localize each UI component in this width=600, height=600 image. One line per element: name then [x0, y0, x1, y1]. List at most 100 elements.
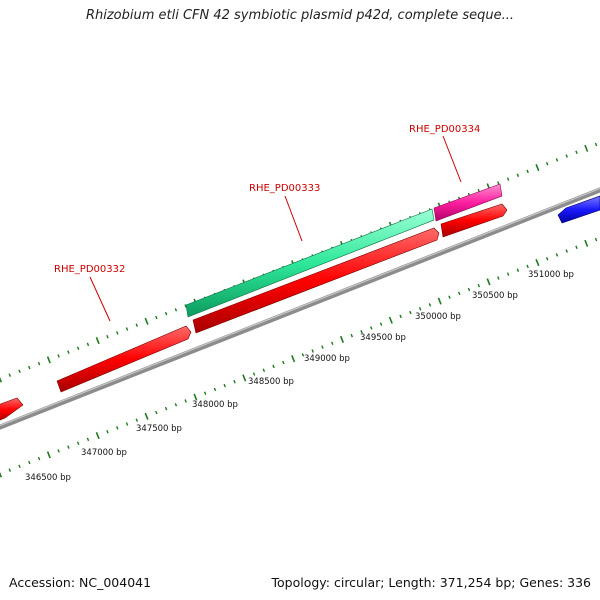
- scale-label-351000: 351000 bp: [528, 270, 574, 280]
- gene-blue-right[interactable]: [557, 195, 600, 224]
- inner-minor-tick: [545, 256, 549, 261]
- gene-label-leaders: [89, 135, 462, 322]
- scale-label-346500: 346500 bp: [25, 473, 71, 483]
- inner-minor-tick: [282, 360, 285, 365]
- gene-red-partial[interactable]: [0, 397, 24, 422]
- leader-rhe-pd00332: [89, 276, 111, 322]
- outer-major-tick: [144, 317, 149, 325]
- inner-minor-tick: [321, 345, 324, 349]
- gene-rhe-pd00334[interactable]: [433, 183, 503, 222]
- inner-minor-tick: [164, 406, 168, 411]
- outer-major-tick: [584, 144, 589, 152]
- inner-minor-tick: [399, 314, 402, 319]
- topology-summary: Topology: circular; Length: 371,254 bp; …: [271, 575, 592, 590]
- gene-red-lower[interactable]: [192, 227, 440, 334]
- inner-minor-tick: [330, 341, 334, 346]
- inner-major-tick: [193, 393, 198, 401]
- scale-label-350000: 350000 bp: [415, 312, 461, 322]
- gene-labels: RHE_PD00332 RHE_PD00333 RHE_PD00334: [54, 124, 480, 275]
- inner-minor-tick: [428, 303, 432, 307]
- leader-rhe-pd00333: [284, 195, 303, 242]
- inner-minor-tick: [301, 353, 305, 357]
- gene-label-rhe-pd00334[interactable]: RHE_PD00334: [409, 124, 480, 135]
- plasmid-backbone-highlight: [0, 187, 600, 427]
- inner-minor-tick: [116, 426, 119, 430]
- inner-minor-tick: [497, 276, 500, 280]
- inner-minor-tick: [418, 306, 422, 311]
- inner-major-tick: [46, 451, 51, 459]
- inner-minor-tick: [233, 380, 236, 384]
- inner-minor-tick: [125, 422, 129, 426]
- outer-minor-tick: [57, 354, 60, 358]
- scale-label-347500: 347500 bp: [136, 424, 182, 434]
- inner-minor-tick: [184, 399, 187, 403]
- inner-major-tick: [388, 316, 393, 324]
- outer-minor-tick: [575, 150, 578, 154]
- inner-minor-tick: [67, 445, 70, 449]
- inner-minor-tick: [174, 403, 178, 407]
- outer-minor-tick: [555, 158, 559, 162]
- gene-rhe-pd00333[interactable]: [185, 208, 435, 318]
- gene-label-rhe-pd00333[interactable]: RHE_PD00333: [249, 183, 320, 194]
- inner-minor-tick: [555, 253, 559, 257]
- inner-minor-tick: [311, 349, 314, 353]
- inner-minor-tick: [526, 264, 529, 269]
- outer-minor-tick: [106, 334, 109, 339]
- outer-minor-tick: [526, 169, 529, 174]
- outer-major-tick: [46, 356, 51, 364]
- inner-minor-tick: [379, 322, 383, 326]
- inner-minor-tick: [350, 333, 353, 338]
- inner-tick-track: [0, 237, 598, 478]
- inner-major-tick: [291, 355, 296, 363]
- inner-minor-tick: [86, 437, 90, 442]
- outer-minor-tick: [545, 161, 549, 166]
- outer-minor-tick: [18, 369, 21, 374]
- outer-minor-tick: [497, 181, 500, 185]
- inner-minor-tick: [458, 291, 461, 296]
- inner-major-tick: [95, 432, 100, 440]
- inner-major-tick: [242, 374, 247, 382]
- scale-labels: 346500 bp 347000 bp 347500 bp 348000 bp …: [25, 270, 574, 483]
- outer-minor-tick: [594, 142, 598, 147]
- outer-minor-tick: [116, 331, 119, 335]
- outer-minor-tick: [37, 361, 41, 366]
- inner-minor-tick: [506, 272, 510, 276]
- inner-minor-tick: [8, 468, 12, 472]
- outer-minor-tick: [174, 308, 178, 312]
- scale-label-347000: 347000 bp: [81, 448, 127, 458]
- outer-minor-tick: [76, 346, 80, 350]
- inner-minor-tick: [262, 368, 266, 372]
- outer-major-tick: [95, 337, 100, 345]
- gene-label-rhe-pd00332[interactable]: RHE_PD00332: [54, 264, 125, 275]
- inner-minor-tick: [448, 295, 451, 299]
- plasmid-backbone: [0, 187, 600, 430]
- gene-rhe-pd00332[interactable]: [56, 325, 192, 393]
- inner-minor-tick: [57, 449, 60, 453]
- outer-major-tick: [535, 164, 540, 172]
- outer-minor-tick: [125, 327, 129, 331]
- outer-minor-tick: [86, 342, 90, 347]
- inner-minor-tick: [575, 245, 578, 249]
- leader-rhe-pd00334: [442, 135, 462, 183]
- scale-label-349000: 349000 bp: [304, 354, 350, 364]
- gene-red-right[interactable]: [440, 203, 508, 238]
- outer-minor-tick: [506, 177, 510, 181]
- scale-label-348000: 348000 bp: [192, 400, 238, 410]
- inner-minor-tick: [467, 287, 471, 292]
- inner-minor-tick: [516, 268, 520, 273]
- inner-minor-tick: [203, 391, 207, 396]
- map-title: Rhizobium etli CFN 42 symbiotic plasmid …: [85, 8, 515, 23]
- outer-minor-tick: [28, 365, 31, 370]
- inner-minor-tick: [594, 237, 598, 242]
- inner-minor-tick: [565, 249, 568, 253]
- inner-minor-tick: [155, 410, 158, 415]
- inner-minor-tick: [370, 326, 373, 330]
- inner-minor-tick: [18, 464, 21, 469]
- outer-minor-tick: [8, 373, 12, 377]
- inner-major-tick: [584, 239, 589, 247]
- inner-minor-tick: [477, 283, 481, 288]
- inner-minor-tick: [28, 460, 31, 465]
- outer-minor-tick: [565, 154, 568, 158]
